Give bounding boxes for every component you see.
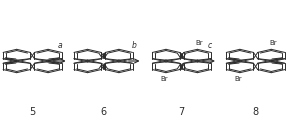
Text: b: b <box>132 41 137 50</box>
Text: 5: 5 <box>29 107 35 117</box>
Text: Br: Br <box>161 76 168 82</box>
Text: 7: 7 <box>178 107 185 117</box>
Text: Br: Br <box>195 40 203 46</box>
Text: 6: 6 <box>100 107 106 117</box>
Text: a: a <box>58 41 63 50</box>
Text: c: c <box>208 41 212 50</box>
Text: Br: Br <box>235 76 242 82</box>
Text: 8: 8 <box>252 107 259 117</box>
Text: Br: Br <box>269 40 277 46</box>
